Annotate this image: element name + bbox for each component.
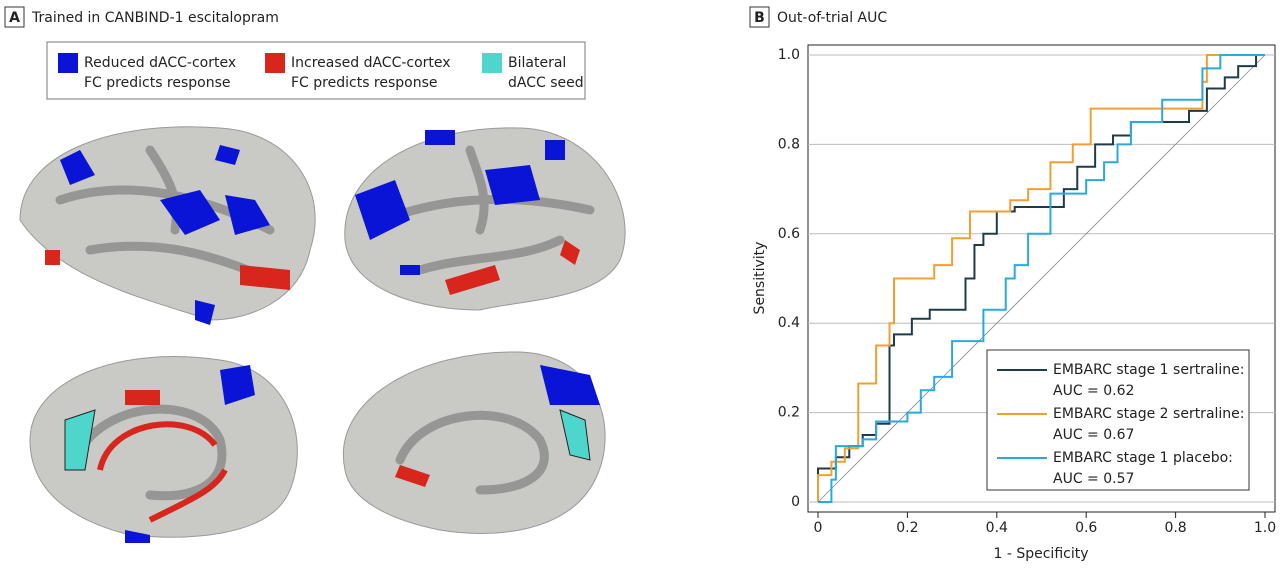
legend-box [986, 349, 1250, 491]
legend-label: AUC = 0.57 [1053, 471, 1134, 487]
roc-line [817, 54, 1265, 502]
legend-label: Reduced dACC-cortex [84, 55, 236, 71]
reference-diagonal [817, 54, 1266, 503]
legend-swatch [58, 53, 78, 73]
legend-label: EMBARC stage 2 sertraline: [1053, 406, 1245, 422]
y-tick-label: 0 [791, 494, 800, 510]
chart-title: Out-of-trial AUC [777, 10, 887, 26]
legend-label: AUC = 0.62 [1053, 383, 1134, 399]
legend-swatch [482, 53, 502, 73]
legend-swatch [265, 53, 285, 73]
x-tick-label: 0.4 [986, 520, 1008, 536]
panel-label: B [754, 10, 765, 26]
legend-label: EMBARC stage 1 placebo: [1053, 450, 1233, 466]
y-tick-label: 0.8 [778, 136, 800, 152]
roc-line [818, 54, 1265, 503]
x-axis-title: 1 - Specificity [993, 546, 1088, 562]
legend-label: FC predicts response [84, 75, 231, 91]
x-tick-label: 0.6 [1075, 520, 1097, 536]
plot-frame [807, 44, 1276, 513]
y-tick-label: 0.4 [778, 315, 800, 331]
y-tick-label: 0.2 [778, 405, 800, 421]
panel-label-box [749, 6, 770, 28]
x-tick-label: 0 [814, 520, 823, 536]
brain-lateral-left [19, 126, 316, 325]
legend-label: FC predicts response [291, 75, 438, 91]
brain-lateral-right [344, 127, 626, 311]
x-tick-label: 0.8 [1164, 520, 1186, 536]
legend-label: Bilateral [508, 55, 566, 71]
y-tick-label: 1.0 [778, 47, 800, 63]
legend-label: AUC = 0.67 [1053, 427, 1134, 443]
legend-label: EMBARC stage 1 sertraline: [1053, 362, 1245, 378]
panel-label-box [4, 6, 25, 28]
legend-label: Increased dACC-cortex [291, 55, 451, 71]
panel-label: A [9, 10, 20, 26]
brain-medial-left [29, 356, 298, 543]
legend-label: dACC seed [508, 75, 584, 91]
plot-area: 0 0.2 0.4 0.6 0.8 1.0 0 0.2 0.4 0.6 0.8 1.0 EMBARC s… [778, 44, 1276, 536]
x-tick-label: 1.0 [1254, 520, 1276, 536]
brain-medial-right [342, 351, 606, 534]
y-tick-label: 0.6 [778, 226, 800, 242]
x-tick-label: 0.2 [896, 520, 918, 536]
y-axis-title: Sensitivity [752, 242, 768, 315]
panel-title: Trained in CANBIND-1 escitalopram [31, 10, 279, 26]
legend: Reduced dACC-cortex FC predicts response I… [58, 53, 584, 91]
